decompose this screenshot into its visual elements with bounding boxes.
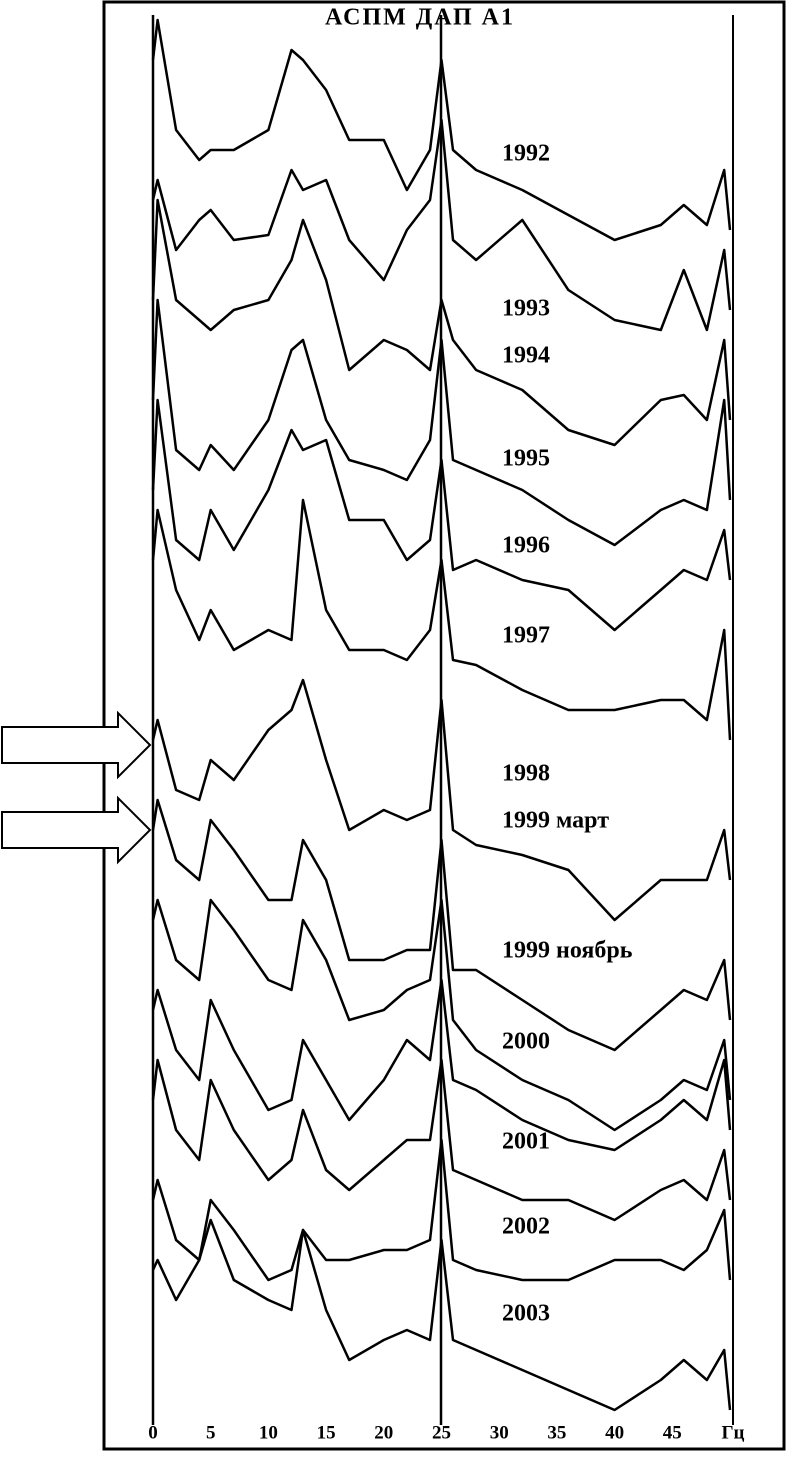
series-label: 2003 <box>502 1301 550 1327</box>
x-tick-label: 5 <box>206 1422 216 1443</box>
spectrum-line <box>151 18 732 242</box>
x-tick-label: 20 <box>374 1422 393 1443</box>
spectrum-line <box>151 898 732 1132</box>
series-label: 1992 <box>502 141 550 167</box>
x-tick-label: 0 <box>148 1422 158 1443</box>
spectrum-line <box>151 798 732 1052</box>
series-label: 1996 <box>502 533 550 559</box>
chart-title: АСПМ ДАП А1 <box>325 5 515 31</box>
series-label: 1997 <box>502 623 550 649</box>
frame <box>102 0 786 1451</box>
arrow <box>1 710 152 780</box>
spectrum-line <box>151 1218 732 1412</box>
x-tick-label: 45 <box>663 1422 682 1443</box>
x-tick-label: 40 <box>605 1422 624 1443</box>
series-label: 2002 <box>502 1214 550 1240</box>
x-tick-label: 35 <box>547 1422 566 1443</box>
series-label: 2000 <box>502 1029 550 1055</box>
series-label: 1999 ноябрь <box>502 938 633 964</box>
series-label: 1995 <box>502 446 550 472</box>
series-label: 1993 <box>502 296 550 322</box>
spectrum-line <box>151 298 732 547</box>
spectrum-line <box>151 498 732 741</box>
series-label: 1994 <box>502 343 550 369</box>
arrow <box>1 795 152 865</box>
x-tick-label: 15 <box>317 1422 336 1443</box>
spectrum-line <box>151 978 732 1152</box>
spectrum-line <box>151 118 732 332</box>
spectrum-line <box>151 678 732 922</box>
spectrum-line <box>151 1138 732 1282</box>
spectrum-line <box>151 1058 732 1222</box>
spectrum-line <box>151 398 732 632</box>
x-tick-label: 30 <box>490 1422 509 1443</box>
spectrum-line <box>151 198 732 447</box>
x-tick-label: 25 <box>432 1422 451 1443</box>
x-tick-label: 10 <box>259 1422 278 1443</box>
series-label: 2001 <box>502 1129 550 1155</box>
series-label: 1998 <box>502 761 550 787</box>
x-unit-label: Гц <box>721 1422 744 1443</box>
series-label: 1999 март <box>502 808 609 834</box>
